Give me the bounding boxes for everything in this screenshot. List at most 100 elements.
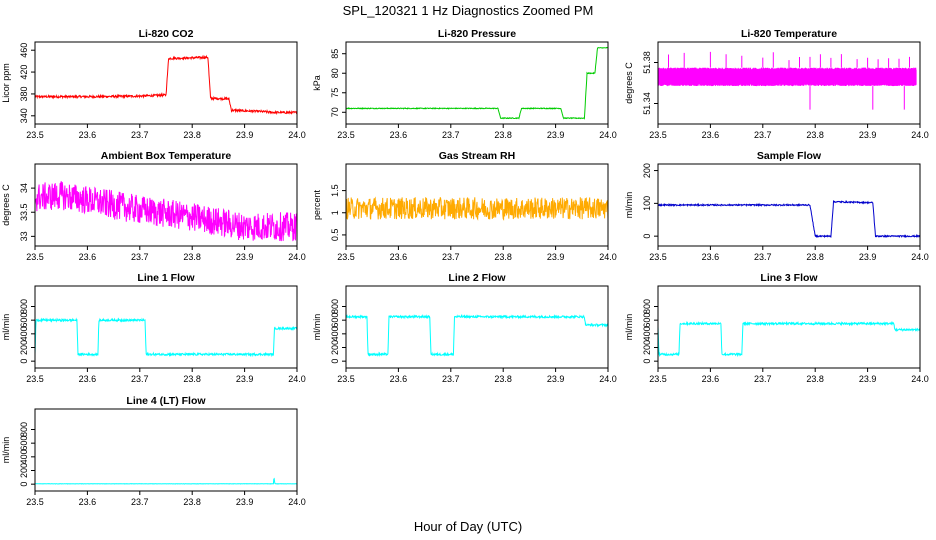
series-line [657,199,921,239]
y-axis-label: ml/min [624,192,634,219]
x-tick-label: 23.7 [131,374,149,384]
y-tick-label: 75 [330,88,340,98]
y-tick-label: 0 [642,359,652,364]
series-line3-flow [657,320,921,358]
x-tick-label: 23.5 [649,252,667,262]
series-line [34,317,298,358]
x-tick-label: 23.9 [236,374,254,384]
x-tick-label: 24.0 [599,130,617,140]
panel-title: Line 2 Flow [448,272,506,284]
y-tick-label: 600 [330,313,340,328]
y-tick-label: 420 [19,65,29,80]
series-licor-temp [657,51,917,110]
y-tick-label: 34 [19,183,29,193]
plot-frame [345,163,609,247]
panel-line2-flow: Line 2 Flow ml/min 23.5 23.6 23.7 23.8 23.9 24.… [312,272,617,384]
panel-title: Li-820 Temperature [741,28,837,40]
x-tick-label: 23.9 [547,130,565,140]
panel-rh: Gas Stream RH percent 23.5 23.6 23.7 23.8 23.9… [312,150,617,262]
y-tick-label: 1 [330,210,340,215]
y-tick-label: 400 [330,326,340,341]
x-tick-label: 23.7 [754,130,772,140]
x-tick-label: 23.6 [79,374,97,384]
series-line [35,477,297,485]
y-tick-label: 33 [19,231,29,241]
y-tick-label: 600 [19,313,29,328]
y-tick-label: 0 [19,482,29,487]
y-axis-label: ml/min [312,314,322,341]
x-tick-label: 23.8 [806,252,824,262]
x-tick-label: 23.5 [26,497,44,507]
y-tick-label: 80 [330,68,340,78]
y-axis-label: percent [312,189,322,220]
x-tick-label: 23.8 [183,252,201,262]
panel-title: Line 1 Flow [137,272,195,284]
series-line [34,181,298,242]
panel-ambient-temp: Ambient Box Temperature degrees C 23.5 23.6… [1,150,306,262]
y-tick-label: 340 [19,108,29,123]
y-tick-label: 70 [330,107,340,117]
x-tick-label: 23.7 [442,252,460,262]
x-tick-label: 23.6 [79,497,97,507]
x-tick-label: 23.7 [442,374,460,384]
series-line [657,320,921,358]
series-line [346,46,609,120]
y-tick-label: 800 [19,422,29,437]
y-tick-label: 200 [642,163,652,178]
plot-frame [34,41,298,125]
x-tick-label: 23.9 [547,252,565,262]
y-axis-label: degrees C [1,184,11,226]
panel-sample-flow: Sample Flow ml/min 23.5 23.6 23.7 23.8 23.9 24.… [624,150,929,262]
y-tick-label: 800 [330,299,340,314]
panel-co2: Li-820 CO2 Licor ppm 23.5 23.6 23.7 23.8 23.9 2… [1,28,306,140]
panel-line4-flow: Line 4 (LT) Flow ml/min 23.5 23.6 23.7 23.8 23… [1,395,306,507]
x-tick-label: 23.9 [236,130,254,140]
x-tick-label: 23.5 [26,252,44,262]
y-tick-label: 600 [642,313,652,328]
series-line [345,196,609,221]
series-line [345,313,609,357]
x-tick-label: 23.6 [390,374,408,384]
x-tick-label: 23.6 [79,252,97,262]
figure-xlabel: Hour of Day (UTC) [414,519,522,534]
x-tick-label: 23.5 [337,130,355,140]
x-tick-label: 24.0 [599,374,617,384]
x-tick-label: 23.7 [754,374,772,384]
plot-frame [657,41,921,125]
x-tick-label: 23.5 [26,130,44,140]
x-tick-label: 23.7 [754,252,772,262]
series-line [657,51,917,110]
x-tick-label: 23.9 [547,374,565,384]
x-tick-label: 23.6 [390,252,408,262]
y-tick-label: 400 [642,326,652,341]
y-tick-label: 51.34 [642,92,652,115]
y-tick-label: 200 [642,340,652,355]
panel-grid: Li-820 CO2 Licor ppm 23.5 23.6 23.7 23.8 23.9 2… [1,28,929,507]
figure-title: SPL_120321 1 Hz Diagnostics Zoomed PM [343,3,594,18]
y-tick-label: 0 [330,359,340,364]
series-line4-flow [35,477,297,485]
y-tick-label: 380 [19,86,29,101]
plot-frame [657,163,921,247]
y-tick-label: 0.5 [330,229,340,242]
y-tick-label: 200 [330,340,340,355]
panel-line1-flow: Line 1 Flow ml/min 23.5 23.6 23.7 23.8 23.9 24.… [1,272,306,384]
x-tick-label: 23.9 [236,497,254,507]
x-tick-label: 23.5 [337,374,355,384]
plot-frame [345,285,609,369]
y-tick-label: 400 [19,326,29,341]
y-tick-label: 33.5 [19,203,29,221]
x-tick-label: 23.7 [131,130,149,140]
series-ambient-temp [34,181,298,242]
x-tick-label: 24.0 [288,130,306,140]
y-tick-label: 600 [19,436,29,451]
x-tick-label: 24.0 [288,374,306,384]
x-tick-label: 23.7 [442,130,460,140]
panel-title: Ambient Box Temperature [101,150,232,162]
plot-frame [34,408,298,492]
y-axis-label: ml/min [1,437,11,464]
plot-frame [345,41,609,125]
y-tick-label: 800 [642,299,652,314]
y-tick-label: 0 [642,234,652,239]
